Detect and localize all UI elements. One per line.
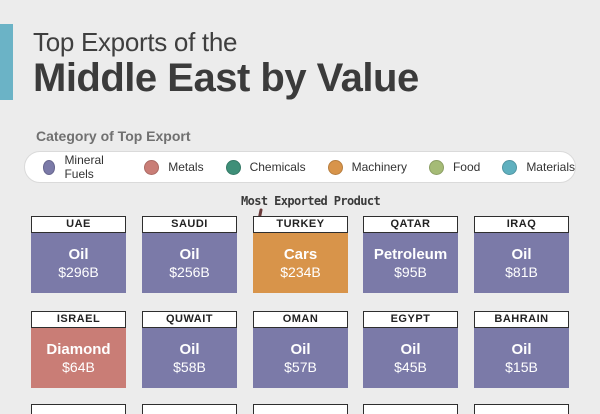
legend-swatch xyxy=(502,159,518,175)
export-card-egypt: EGYPT Oil $45B xyxy=(363,311,458,388)
export-card-qatar: QATAR Petroleum $95B xyxy=(363,216,458,293)
legend-label: Chemicals xyxy=(249,160,306,174)
title-line-1: Top Exports of the xyxy=(33,27,238,57)
product-name: Cars xyxy=(283,245,318,263)
legend-label: Machinery xyxy=(351,160,407,174)
legend-swatch xyxy=(144,159,160,175)
cutoff-card-top xyxy=(363,404,458,414)
country-label: QUWAIT xyxy=(142,311,237,328)
legend-label: Mineral Fuels xyxy=(64,153,104,181)
legend-item-food: Food xyxy=(428,159,481,175)
title-line-2: Middle East by Value xyxy=(33,56,419,100)
cutoff-card-top xyxy=(31,404,126,414)
product-box: Petroleum $95B xyxy=(363,233,458,293)
product-box: Cars $234B xyxy=(253,233,348,293)
export-card-quwait: QUWAIT Oil $58B xyxy=(142,311,237,388)
legend-item-metals: Metals xyxy=(144,159,204,175)
export-card-iraq: IRAQ Oil $81B xyxy=(474,216,569,293)
legend-label: Metals xyxy=(168,160,204,174)
export-card-bahrain: BAHRAIN Oil $15B xyxy=(474,311,569,388)
product-box: Oil $256B xyxy=(142,233,237,293)
annotation-most-exported: Most Exported Product xyxy=(241,194,381,208)
export-value: $58B xyxy=(173,358,206,375)
export-card-israel: ISRAEL Diamond $64B xyxy=(31,311,126,388)
product-box: Oil $45B xyxy=(363,328,458,388)
product-box: Oil $81B xyxy=(474,233,569,293)
product-name: Diamond xyxy=(46,340,111,358)
country-label: IRAQ xyxy=(474,216,569,233)
cutoff-card-top xyxy=(142,404,237,414)
cutoff-card-top xyxy=(253,404,348,414)
export-value: $256B xyxy=(169,263,210,280)
export-card-saudi: SAUDI Oil $256B xyxy=(142,216,237,293)
legend-title: Category of Top Export xyxy=(36,128,191,144)
product-name: Oil xyxy=(68,245,89,263)
product-box: Oil $15B xyxy=(474,328,569,388)
legend-label: Food xyxy=(452,160,481,174)
product-box: Diamond $64B xyxy=(31,328,126,388)
export-card-uae: UAE Oil $296B xyxy=(31,216,126,293)
legend-item-mineral-fuels: Mineral Fuels xyxy=(43,153,122,181)
export-card-turkey: TURKEY Cars $234B xyxy=(253,216,348,293)
product-name: Oil xyxy=(179,245,200,263)
product-name: Oil xyxy=(179,340,200,358)
product-box: Oil $57B xyxy=(253,328,348,388)
export-value: $57B xyxy=(284,358,317,375)
country-label: EGYPT xyxy=(363,311,458,328)
cutoff-card-top xyxy=(474,404,569,414)
legend-swatch xyxy=(327,159,343,175)
product-name: Oil xyxy=(290,340,311,358)
country-label: ISRAEL xyxy=(31,311,126,328)
legend-item-materials: Materials xyxy=(502,159,575,175)
legend-item-chemicals: Chemicals xyxy=(225,159,306,175)
accent-bar xyxy=(0,24,13,100)
legend-swatch xyxy=(225,159,241,175)
product-name: Oil xyxy=(400,340,421,358)
export-value: $81B xyxy=(505,263,538,280)
country-label: SAUDI xyxy=(142,216,237,233)
product-box: Oil $296B xyxy=(31,233,126,293)
export-value: $296B xyxy=(58,263,99,280)
legend-item-machinery: Machinery xyxy=(327,159,407,175)
country-label: OMAN xyxy=(253,311,348,328)
country-label: TURKEY xyxy=(253,216,348,233)
product-name: Oil xyxy=(511,245,532,263)
export-value: $15B xyxy=(505,358,538,375)
export-value: $234B xyxy=(280,263,321,280)
export-value: $64B xyxy=(62,358,95,375)
country-label: QATAR xyxy=(363,216,458,233)
export-value: $95B xyxy=(394,263,427,280)
export-value: $45B xyxy=(394,358,427,375)
export-card-oman: OMAN Oil $57B xyxy=(253,311,348,388)
country-label: UAE xyxy=(31,216,126,233)
country-label: BAHRAIN xyxy=(474,311,569,328)
legend-swatch xyxy=(43,159,56,175)
product-box: Oil $58B xyxy=(142,328,237,388)
legend: Mineral Fuels Metals Chemicals Machinery Foo… xyxy=(24,151,576,183)
legend-label: Materials xyxy=(526,160,575,174)
product-name: Oil xyxy=(511,340,532,358)
product-name: Petroleum xyxy=(373,245,448,263)
legend-swatch xyxy=(428,159,444,175)
